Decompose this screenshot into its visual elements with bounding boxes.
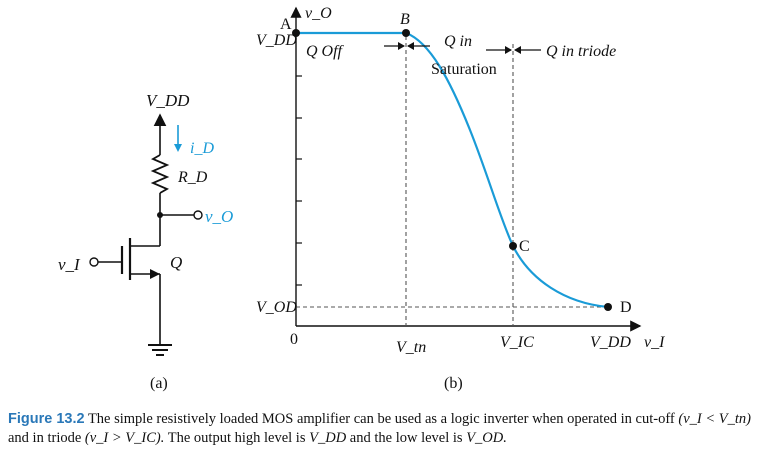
region-saturation-label-1: Q in xyxy=(444,33,472,50)
region-triode-label: Q in triode xyxy=(546,43,616,60)
guide-lines xyxy=(296,36,608,326)
caption-text-2: and in triode xyxy=(8,430,82,446)
transistor-label: Q xyxy=(170,253,182,272)
output-label: v_O xyxy=(205,207,233,226)
region-saturation-label-2: Saturation xyxy=(431,61,497,78)
x-axis-label: v_I xyxy=(644,334,665,351)
boundary-arrows-c xyxy=(486,46,541,54)
resistor-rd xyxy=(150,154,170,194)
circuit-diagram: V_DD i_D R_D v_O v_I Q (a) xyxy=(58,91,233,392)
point-d-label: D xyxy=(620,299,632,316)
point-c-label: C xyxy=(519,238,530,255)
y-vdd-label: V_DD xyxy=(256,32,297,49)
transfer-graph: v_O v_I A B C D V_DD V_OD xyxy=(256,5,665,392)
point-a xyxy=(292,29,300,37)
x-vtn-label: V_tn xyxy=(396,339,426,356)
region-off-label: Q Off xyxy=(306,43,345,60)
caption-vod: V_OD. xyxy=(466,430,507,446)
caption-cond-1: (v_I < V_tn) xyxy=(678,411,751,427)
current-label: i_D xyxy=(190,140,214,157)
caption-vdd: V_DD xyxy=(309,430,347,446)
resistor-label: R_D xyxy=(177,169,208,186)
point-b-label: B xyxy=(400,11,410,28)
point-c xyxy=(509,242,517,250)
caption-text-3: The output high level is xyxy=(167,430,306,446)
figure-caption: Figure 13.2 The simple resistively loade… xyxy=(8,410,758,448)
figure-number: Figure 13.2 xyxy=(8,411,85,427)
boundary-arrows-b xyxy=(384,42,430,50)
current-arrowhead xyxy=(174,144,182,152)
caption-cond-2: (v_I > V_IC). xyxy=(84,430,165,446)
y-axis-label: v_O xyxy=(305,5,332,22)
source-arrow xyxy=(150,269,160,279)
x-vdd-label: V_DD xyxy=(590,334,631,351)
panel-a-label: (a) xyxy=(150,375,168,392)
vdd-supply-label: V_DD xyxy=(146,91,190,110)
y-vod-label: V_OD xyxy=(256,299,297,316)
transfer-curve xyxy=(296,31,609,309)
input-terminal xyxy=(89,257,99,267)
ground-icon xyxy=(148,344,172,356)
point-b xyxy=(402,29,410,37)
panel-b-label: (b) xyxy=(444,375,463,392)
origin-label: 0 xyxy=(290,331,298,348)
point-a-label: A xyxy=(280,16,292,33)
input-label: v_I xyxy=(58,255,81,274)
y-ticks xyxy=(296,75,302,286)
caption-text-4: and the low level is xyxy=(349,430,463,446)
figure-canvas: V_DD i_D R_D v_O v_I Q (a) xyxy=(58,5,665,392)
x-vic-label: V_IC xyxy=(500,334,534,351)
output-terminal xyxy=(193,210,203,220)
caption-text-1: The simple resistively loaded MOS amplif… xyxy=(87,411,675,427)
point-d xyxy=(604,303,612,311)
